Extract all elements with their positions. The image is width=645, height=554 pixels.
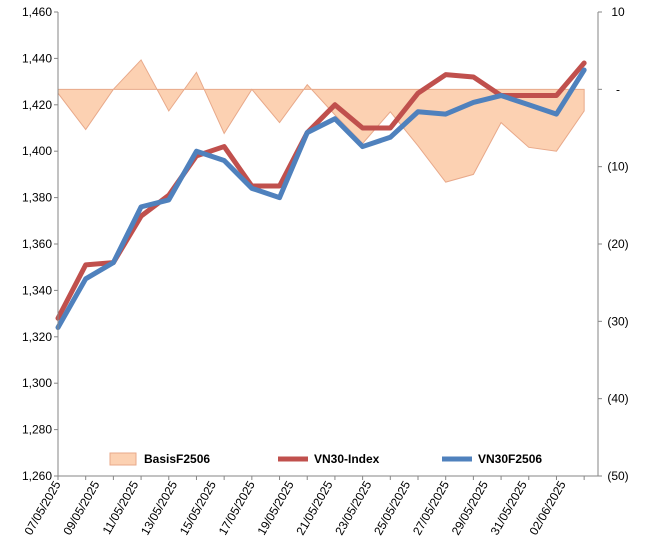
y-axis-left: 1,260 1,280 1,300 1,320 1,340 1,360 1,380 1,400… (22, 5, 58, 483)
x-tick-label: 23/05/2025 (332, 478, 374, 537)
y-left-tick-label: 1,460 (22, 5, 52, 19)
y-left-tick-label: 1,420 (22, 98, 52, 112)
y-left-tick-label: 1,360 (22, 237, 52, 251)
x-tick-label: 07/05/2025 (21, 478, 63, 537)
y-left-tick-label: 1,260 (22, 469, 52, 483)
y-left-tick-label: 1,440 (22, 51, 52, 65)
x-tick-label: 29/05/2025 (449, 478, 491, 537)
y-left-tick-label: 1,380 (22, 191, 52, 205)
y-left-tick-label: 1,320 (22, 330, 52, 344)
x-tick-label: 13/05/2025 (138, 478, 180, 537)
basis-area (57, 59, 585, 183)
legend: BasisF2506 VN30-Index VN30F2506 (109, 452, 542, 466)
x-tick-label: 21/05/2025 (293, 478, 335, 537)
x-tick-label: 15/05/2025 (177, 478, 219, 537)
legend-swatch-basis (109, 452, 137, 466)
y-right-tick-label: (20) (607, 237, 628, 251)
legend-label: BasisF2506 (144, 452, 210, 466)
x-tick-label: 31/05/2025 (488, 478, 530, 537)
basis-series (57, 59, 585, 183)
x-axis: 07/05/202509/05/202511/05/202513/05/2025… (21, 476, 585, 538)
y-left-tick-label: 1,400 (22, 144, 52, 158)
legend-label: VN30-Index (314, 452, 380, 466)
x-tick-label: 02/06/2025 (526, 478, 568, 537)
x-tick-label: 27/05/2025 (410, 478, 452, 537)
y-right-tick-label: 10 (611, 5, 625, 19)
y-left-tick-label: 1,300 (22, 376, 52, 390)
y-left-tick-label: 1,280 (22, 423, 52, 437)
series-line-vn30f2506 (55, 67, 587, 331)
y-left-tick-label: 1,340 (22, 283, 52, 297)
line-series (55, 60, 587, 331)
x-tick-label: 09/05/2025 (60, 478, 102, 537)
y-right-tick-label: - (616, 82, 620, 96)
x-tick-label: 19/05/2025 (255, 478, 297, 537)
x-tick-label: 17/05/2025 (216, 478, 258, 537)
x-tick-label: 25/05/2025 (371, 478, 413, 537)
y-right-tick-label: (50) (607, 469, 628, 483)
x-tick-label: 11/05/2025 (100, 478, 142, 537)
series-line-vn30-index (55, 60, 587, 321)
y-right-tick-label: (10) (607, 160, 628, 174)
y-axis-right: 10 - (10) (20) (30) (40) (50) (598, 5, 629, 483)
y-right-tick-label: (30) (607, 314, 628, 328)
legend-label: VN30F2506 (478, 452, 542, 466)
y-right-tick-label: (40) (607, 392, 628, 406)
